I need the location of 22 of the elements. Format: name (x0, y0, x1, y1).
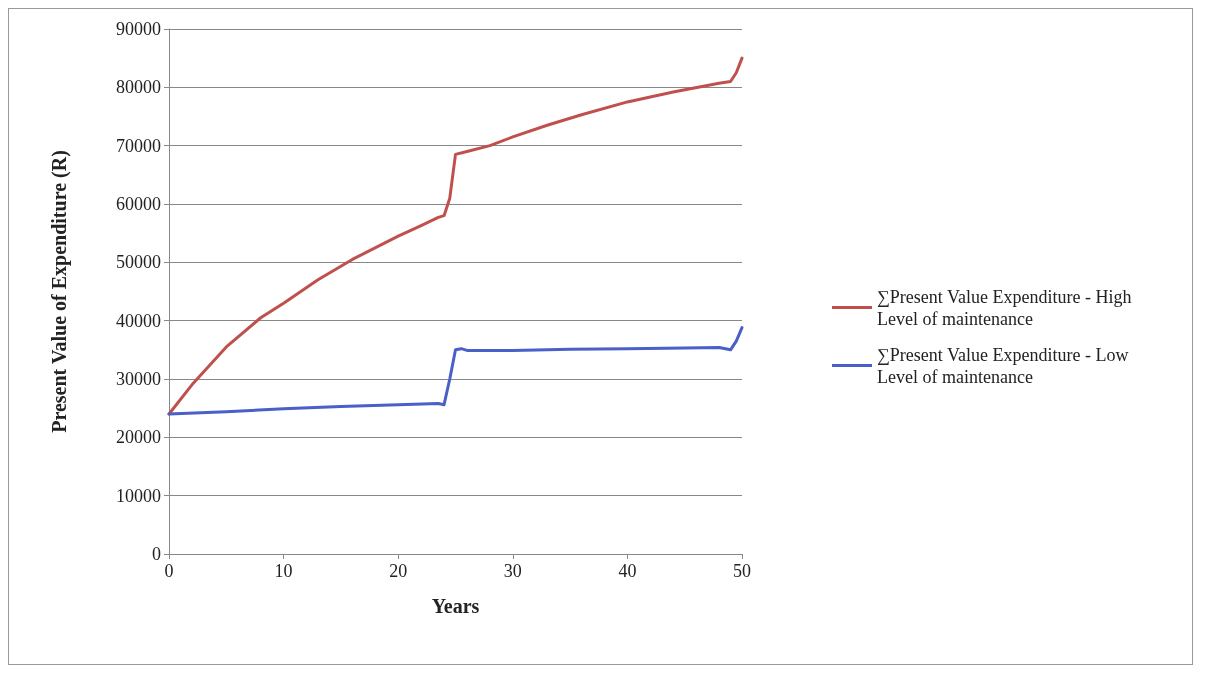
y-tick-label: 20000 (116, 427, 161, 448)
y-tick-label: 50000 (116, 252, 161, 273)
legend-label: ∑Present Value Expenditure - Low Level of maintenance (877, 344, 1133, 387)
y-tick-label: 10000 (116, 485, 161, 506)
line-series (167, 56, 744, 416)
y-tick-label: 60000 (116, 194, 161, 214)
y-tick-label: 80000 (116, 77, 161, 98)
x-tick-label: 10 (274, 561, 293, 581)
y-tick-label: 30000 (116, 369, 161, 389)
y-tick-label: 0 (152, 544, 161, 564)
x-tick-label: 0 (164, 561, 174, 581)
legend-label: ∑Present Value Expenditure - High Level of maintenance (877, 286, 1136, 329)
line-series (167, 326, 744, 416)
y-tick-label: 90000 (116, 19, 161, 39)
x-tick-label: 50 (733, 561, 751, 581)
y-axis-title: Present Value of Expenditure (R) (48, 150, 71, 433)
x-axis-title: Years (431, 595, 480, 617)
y-tick-label: 70000 (116, 135, 161, 156)
x-tick-label: 20 (389, 561, 408, 581)
y-tick-label: 40000 (116, 310, 161, 331)
x-tick-label: 30 (503, 561, 522, 581)
x-tick-label: 40 (618, 561, 637, 581)
